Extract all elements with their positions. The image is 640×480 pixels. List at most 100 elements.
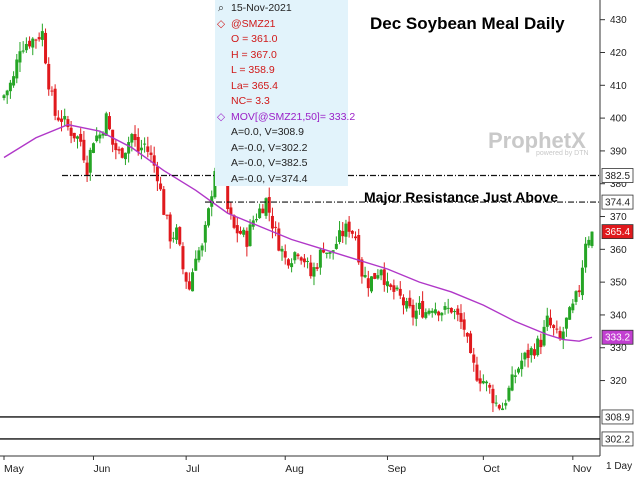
candle-body [53, 88, 57, 116]
data-window-text: A=-0.0, V=302.2 [231, 141, 308, 154]
candle-body [60, 118, 64, 122]
candle-body [552, 325, 556, 328]
data-window-text: A=0.0, V=308.9 [231, 126, 304, 138]
candle-body [526, 349, 530, 358]
candle-body [21, 50, 25, 52]
candle-body [453, 311, 457, 313]
candle-body [360, 259, 364, 277]
candle-body [459, 313, 463, 322]
candle-body [302, 258, 306, 263]
candle-body [184, 272, 188, 282]
candle-body [146, 146, 150, 152]
candle-body [558, 330, 562, 340]
candle-body [539, 339, 543, 348]
candle-body [254, 219, 258, 221]
data-window-row: A=-0.0, V=382.5 [215, 155, 307, 171]
price-tag-label: 308.9 [605, 412, 630, 423]
data-window-text: L = 358.9 [231, 64, 275, 76]
candle-body [478, 378, 482, 384]
candle-body [15, 59, 19, 79]
candle-body [481, 381, 485, 384]
candle-body [427, 310, 431, 314]
candle-body [587, 239, 591, 246]
candle-body [159, 183, 163, 190]
candle-body [437, 311, 441, 316]
candle-body [238, 230, 242, 234]
candle-body [104, 113, 108, 136]
y-tick-label: 420 [610, 48, 627, 59]
candle-body [465, 333, 469, 337]
candle-body [331, 250, 335, 252]
data-window-text: O = 361.0 [231, 33, 278, 45]
candle-body [274, 226, 278, 228]
candle-body [280, 248, 284, 252]
candle-body [187, 281, 191, 290]
data-window-row: A=-0.0, V=302.2 [215, 140, 307, 156]
candle-body [168, 214, 172, 242]
candle-body [580, 267, 584, 296]
candle-body [270, 215, 274, 229]
data-window-row: NC= 3.3 [215, 93, 270, 109]
candle-body [357, 235, 361, 263]
candle-body [347, 221, 351, 232]
candle-body [5, 90, 9, 96]
candle-body [76, 136, 79, 139]
chart-title: Dec Soybean Meal Daily [370, 14, 565, 33]
candle-body [312, 267, 316, 277]
candle-body [178, 227, 182, 245]
candle-body [571, 303, 575, 311]
candle-body [395, 287, 399, 290]
candle-body [411, 304, 415, 318]
candle-body [590, 231, 594, 247]
data-window-text: 15-Nov-2021 [231, 2, 292, 14]
candle-body [584, 243, 588, 268]
price-tag-label: 302.2 [605, 434, 630, 445]
candle-body [203, 224, 207, 243]
candle-body [568, 307, 572, 320]
candle-body [37, 37, 41, 40]
candle-body [501, 408, 505, 411]
candle-body [449, 307, 453, 313]
candle-body [8, 82, 12, 92]
candle-body [373, 273, 377, 279]
candle-body [107, 116, 111, 130]
candle-body [456, 308, 460, 315]
candle-body [398, 288, 402, 296]
candle-body [155, 166, 159, 182]
candle-body [497, 405, 501, 409]
candle-body [469, 333, 473, 354]
x-tick-label: Nov [573, 463, 592, 475]
moving-average-line [3, 123, 593, 342]
x-tick-label: May [4, 463, 25, 475]
price-tag-box [601, 409, 634, 425]
candle-body [306, 260, 310, 262]
candle-body [341, 230, 345, 237]
candle-body [101, 133, 105, 136]
candle-body [130, 134, 134, 143]
candle-body [162, 189, 166, 215]
candle-body [513, 375, 517, 377]
candle-body [296, 254, 300, 257]
candle-body [72, 132, 76, 139]
candle-body [405, 300, 409, 309]
price-tag-box [601, 329, 634, 345]
period-label[interactable]: 1 Day [606, 461, 633, 472]
candle-body [315, 267, 319, 269]
candle-body [325, 252, 329, 254]
y-tick-label: 380 [610, 179, 627, 190]
search-icon[interactable]: ⌕ [218, 2, 224, 14]
candle-body [475, 364, 479, 381]
candle-body [392, 285, 396, 292]
candle-body [523, 352, 527, 360]
candle-body [290, 263, 294, 268]
candle-body [472, 354, 476, 363]
candle-body [267, 197, 271, 213]
candle-body [88, 149, 92, 173]
candle-body [414, 310, 418, 319]
y-tick-label: 430 [610, 15, 627, 26]
candle-body [433, 309, 437, 314]
candle-body [322, 249, 326, 253]
candle-body [299, 257, 303, 261]
data-window-row: L = 358.9 [215, 62, 275, 78]
